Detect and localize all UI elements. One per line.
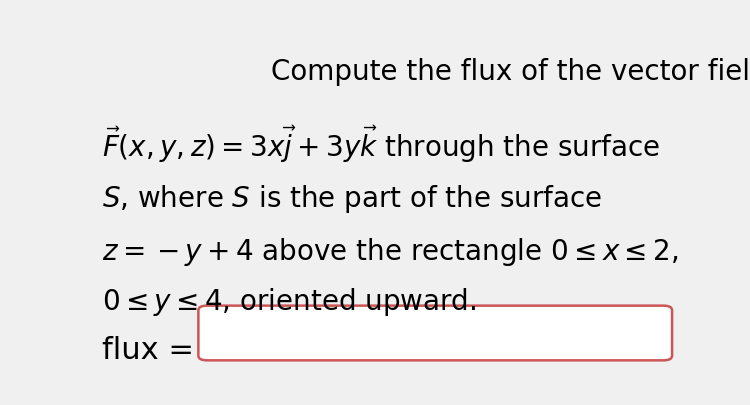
Text: $0 \leq y \leq 4$, oriented upward.: $0 \leq y \leq 4$, oriented upward. [103,286,477,318]
Text: Compute the flux of the vector field: Compute the flux of the vector field [271,58,750,86]
Text: $\vec{F}(x, y, z) = 3x\vec{j} + 3y\vec{k}$ through the surface: $\vec{F}(x, y, z) = 3x\vec{j} + 3y\vec{k… [103,124,661,164]
Text: $S$, where $S$ is the part of the surface: $S$, where $S$ is the part of the surfac… [103,183,603,215]
Text: $z = -y + 4$ above the rectangle $0 \leq x \leq 2,$: $z = -y + 4$ above the rectangle $0 \leq… [103,236,679,268]
Text: flux =: flux = [103,335,194,364]
FancyBboxPatch shape [198,306,672,360]
